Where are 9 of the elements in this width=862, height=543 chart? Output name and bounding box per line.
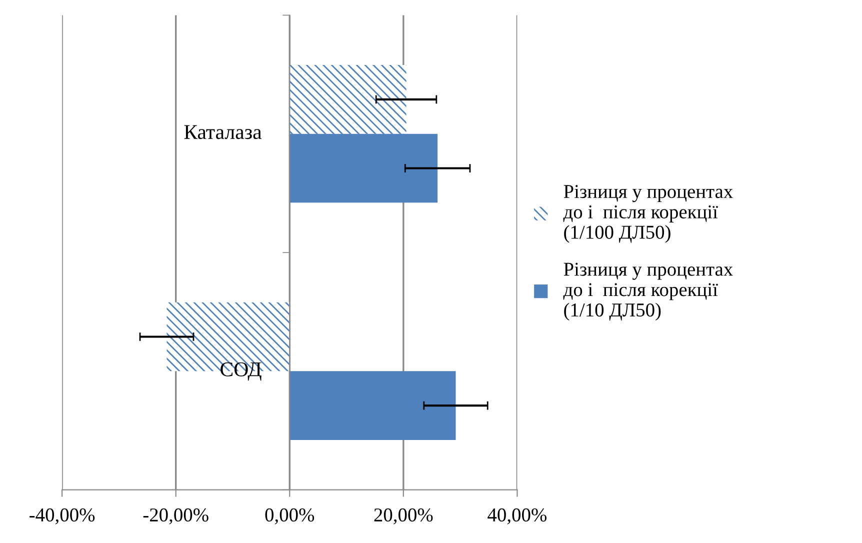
x-tick-label: -20,00% (143, 508, 208, 524)
y-tick-label: СОД (220, 362, 262, 381)
x-tick-label: -40,00% (30, 508, 95, 524)
x-tick-label: 0,00% (265, 508, 314, 524)
x-tick-label: 40,00% (488, 508, 547, 524)
y-tick-label: Каталаза (184, 125, 262, 140)
legend-label: Різниця у процентах до і після корекції (1/10 ДЛ50) (563, 262, 733, 321)
legend-label: Різниця у процентах до і після корекції (1/100 ДЛ50) (563, 185, 733, 243)
x-tick-label: 20,00% (374, 508, 433, 524)
